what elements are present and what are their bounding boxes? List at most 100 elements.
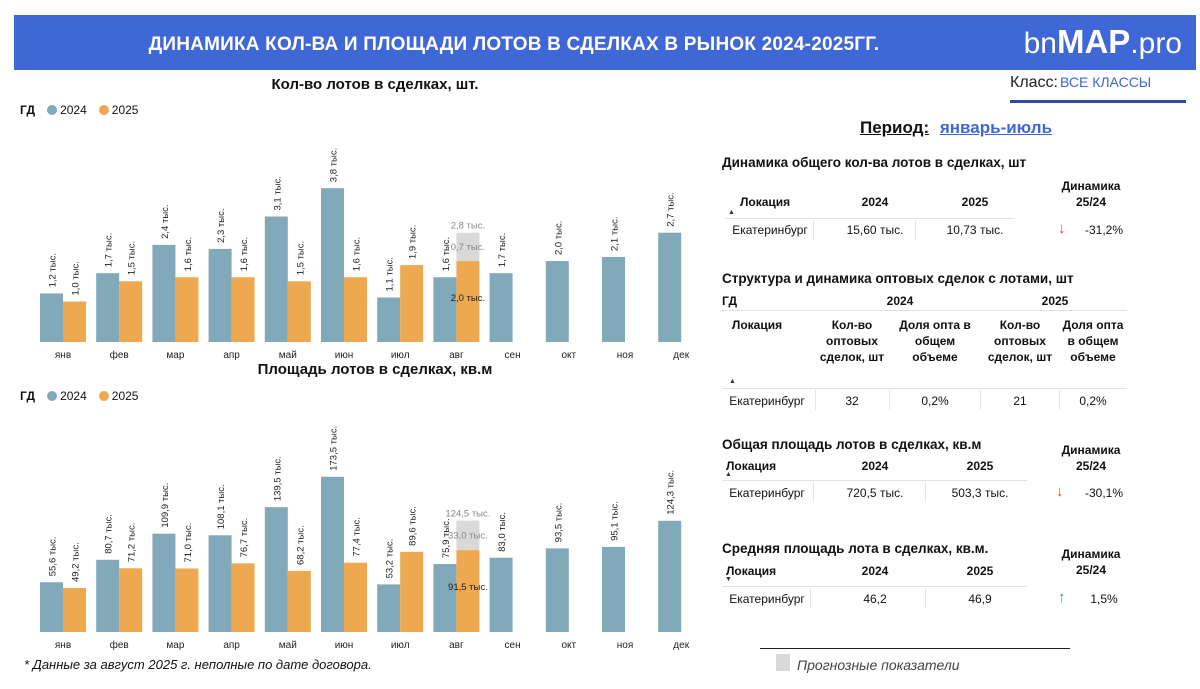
col-location[interactable]: Локация: [726, 459, 777, 473]
sort-up-icon[interactable]: ▲: [729, 378, 736, 385]
col-location[interactable]: Локация: [726, 564, 777, 578]
legend-label-2025: 2025: [111, 103, 139, 117]
cell-2025: 46,9: [968, 592, 992, 606]
data-label-2024-дек: 2,7 тыс.: [666, 192, 677, 226]
sort-down-icon[interactable]: ▼: [725, 576, 732, 583]
divider: [725, 218, 1015, 219]
bar-2025-апр: [231, 277, 255, 342]
forecast-divider: [760, 648, 1070, 649]
legend-item-2025[interactable]: 2025: [98, 389, 139, 403]
period-value[interactable]: январь-июль: [939, 118, 1053, 137]
legend-label-2025: 2025: [111, 389, 139, 403]
col-wholesale-share-2025[interactable]: Доля опта в общем объеме: [1062, 318, 1124, 364]
class-filter-value[interactable]: ВСЕ КЛАССЫ: [1060, 74, 1152, 90]
data-label-2024-июн: 173,5 тыс.: [329, 426, 340, 471]
cell-location: Екатеринбург: [729, 592, 805, 606]
col-2024[interactable]: 2024: [861, 195, 889, 209]
legend-item-2025[interactable]: 2025: [98, 103, 139, 117]
data-label-2024-янв: 1,2 тыс.: [48, 253, 59, 287]
footnote: * Данные за август 2025 г. неполные по д…: [24, 657, 372, 672]
divider: [813, 482, 814, 502]
bar-2024-июн: [321, 476, 344, 632]
col-2025[interactable]: 2025: [966, 459, 994, 473]
col-dynamics[interactable]: Динамика 25/24: [1061, 179, 1121, 209]
header-bar: ДИНАМИКА КОЛ-ВА И ПЛОЩАДИ ЛОТОВ В СДЕЛКА…: [14, 15, 1196, 70]
bnmap-logo[interactable]: bnMAP.pro: [1024, 25, 1182, 61]
col-location[interactable]: Локация: [731, 318, 783, 332]
legend-item-2024[interactable]: 2024: [47, 389, 87, 403]
bar-2025-май: [287, 281, 311, 342]
bar-2025-июн: [344, 562, 367, 632]
col-wholesale-count-2025[interactable]: Кол-во оптовых сделок, шт: [987, 318, 1053, 364]
col-2025[interactable]: 2025: [961, 195, 989, 209]
bar-2024-авг: [433, 277, 457, 342]
period-label: Период:: [860, 118, 930, 137]
col-wholesale-count-2024[interactable]: Кол-во оптовых сделок, шт: [819, 318, 885, 364]
sort-up-icon[interactable]: ▲: [728, 209, 735, 216]
legend-label-2024: 2024: [60, 389, 87, 403]
col-wholesale-share-2024[interactable]: Доля опта в общем объеме: [899, 318, 971, 364]
cell-count-2025: 21: [1013, 394, 1027, 408]
data-label-2025-янв: 1,0 тыс.: [71, 261, 82, 295]
bar-2024-дек: [658, 520, 682, 632]
legend-dot-2025: [98, 391, 109, 401]
cell-location: Екатеринбург: [732, 223, 808, 237]
period-selector[interactable]: Период: январь-июль: [860, 118, 1052, 138]
col-2024[interactable]: 2024: [861, 564, 889, 578]
col-location[interactable]: Локация: [740, 195, 791, 209]
divider: [925, 482, 926, 502]
data-label-2024-мар: 109,9 тыс.: [160, 483, 171, 528]
logo-part-pro: .pro: [1130, 27, 1182, 60]
col-dynamics[interactable]: Динамика 25/24: [1061, 443, 1121, 473]
bar-2024-фев: [96, 559, 120, 632]
data-label-2024-окт: 93,5 тыс.: [553, 503, 564, 543]
data-label-2024-май: 3,1 тыс.: [272, 176, 283, 210]
bar-2024-дек: [658, 232, 682, 342]
bar-2024-авг: [433, 564, 457, 632]
bar-2025-июл: [400, 551, 424, 632]
x-tick-label-май: май: [279, 350, 297, 361]
bar-2025-июн: [344, 277, 367, 342]
bar-2024-янв: [40, 293, 63, 342]
chart-area-legend: ГД 2024 2025: [20, 389, 144, 403]
bar-2025-апр: [231, 563, 255, 632]
x-tick-label-июн: июн: [335, 350, 354, 361]
col-year-2024: 2024: [886, 294, 914, 308]
x-tick-label-июл: июл: [391, 640, 410, 651]
bar-forecast-авг: [456, 232, 480, 262]
col-2024[interactable]: 2024: [861, 459, 889, 473]
x-tick-label-окт: окт: [561, 350, 576, 361]
bar-2024-янв: [40, 582, 63, 632]
bar-2024-сен: [489, 273, 513, 342]
data-label-2024-июл: 1,1 тыс.: [385, 257, 396, 291]
data-label-forecast-авг: 33,0 тыс.: [448, 530, 488, 541]
col-dynamics[interactable]: Динамика 25/24: [1061, 547, 1121, 577]
data-label-2024-апр: 108,1 тыс.: [216, 484, 227, 529]
x-tick-label-ноя: ноя: [617, 350, 634, 361]
sort-up-icon[interactable]: ▲: [725, 471, 732, 478]
legend-dot-2024: [47, 391, 58, 401]
data-label-2024-мар: 2,4 тыс.: [160, 204, 171, 238]
x-tick-label-апр: апр: [223, 640, 240, 651]
divider: [815, 390, 816, 410]
data-label-2024-июн: 3,8 тыс.: [329, 148, 340, 182]
divider: [980, 390, 981, 410]
bar-2024-май: [264, 216, 288, 342]
cell-2024: 720,5 тыс.: [846, 486, 904, 500]
data-label-2024-май: 139,5 тыс.: [272, 456, 283, 501]
legend-item-2024[interactable]: 2024: [47, 103, 87, 117]
chart-area-lots: 55,6 тыс. 49,2 тыс. янв 80,7 тыс. 71,2 тыс. ф…: [40, 426, 690, 651]
divider: [810, 588, 811, 608]
cell-location: Екатеринбург: [729, 486, 805, 500]
data-label-2024-фев: 80,7 тыс.: [104, 514, 115, 554]
bar-2024-май: [264, 507, 288, 632]
divider: [925, 588, 926, 608]
divider: [722, 480, 1027, 481]
x-tick-label-ноя: ноя: [617, 640, 634, 651]
data-label-2025-июн: 1,6 тыс.: [352, 237, 363, 271]
bar-forecast-авг: [456, 520, 480, 551]
bar-2024-окт: [545, 548, 569, 632]
col-2025[interactable]: 2025: [966, 564, 994, 578]
class-filter[interactable]: Класс: ВСЕ КЛАССЫ: [1010, 74, 1186, 103]
divider: [722, 586, 1027, 587]
